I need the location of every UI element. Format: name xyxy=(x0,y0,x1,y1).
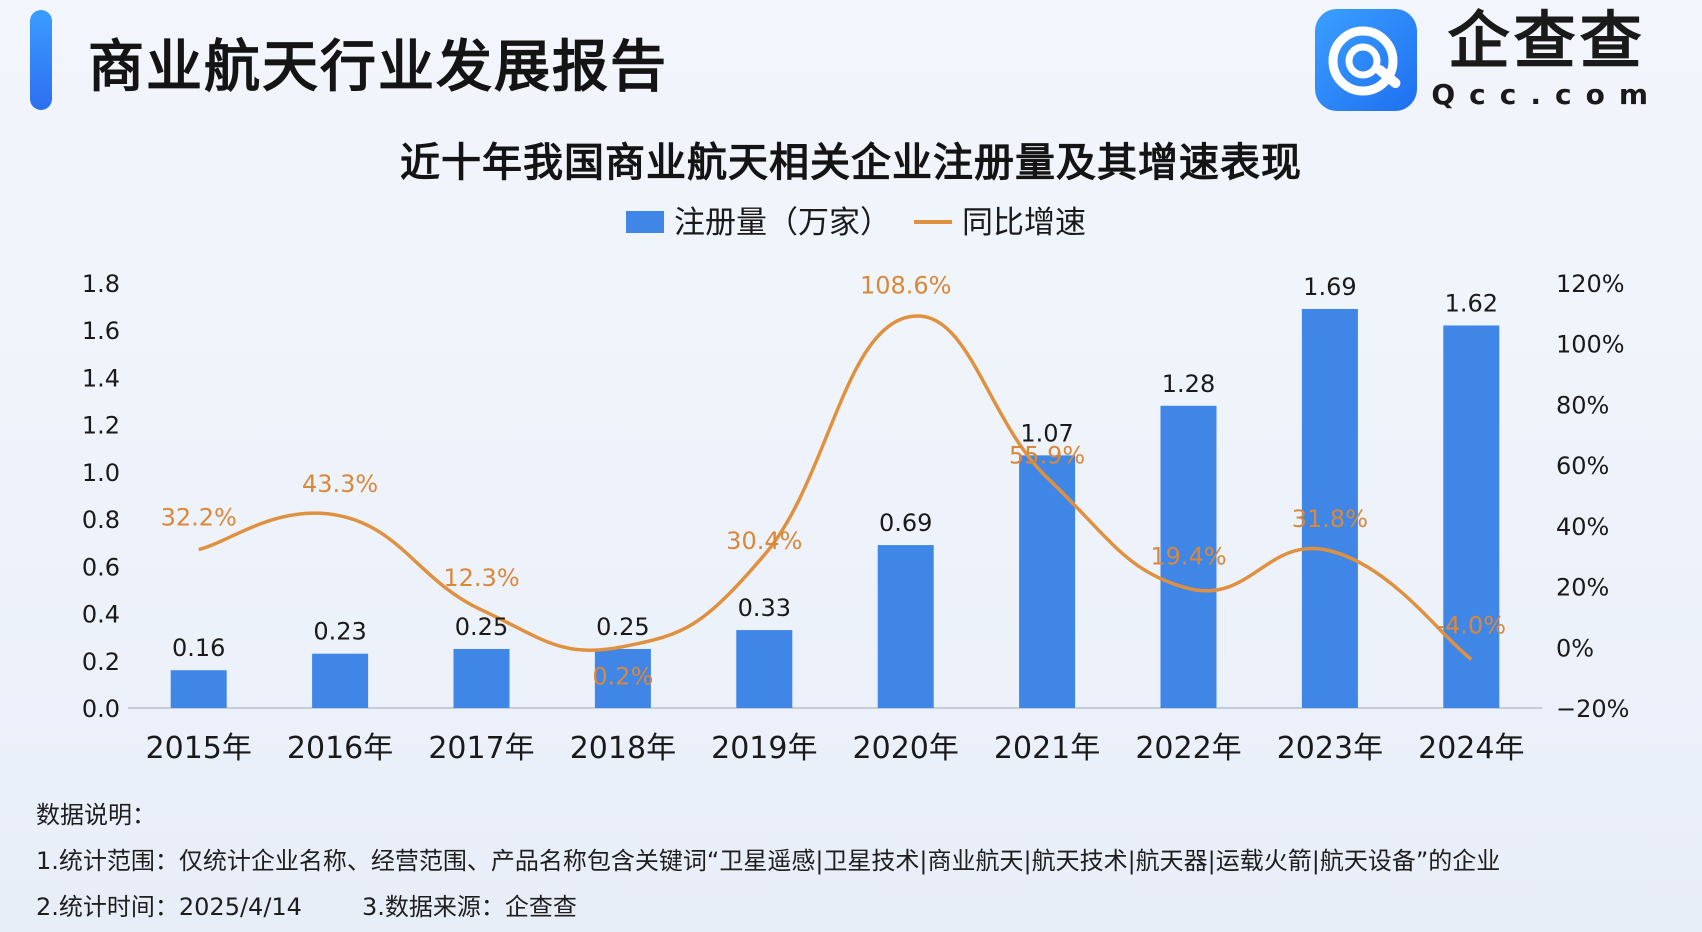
x-tick-label: 2023年 xyxy=(1277,731,1383,766)
y-left-tick-label: 0.6 xyxy=(82,553,120,581)
report-title: 商业航天行业发展报告 xyxy=(88,35,668,100)
growth-value-label: 108.6% xyxy=(860,272,952,300)
bar xyxy=(594,648,651,708)
growth-value-label: 31.8% xyxy=(1292,505,1368,533)
x-tick-label: 2021年 xyxy=(994,731,1100,766)
y-left-tick-label: 1.0 xyxy=(82,459,120,487)
combo-chart: 注册量（万家） 同比增速 0.0 0.2 0.4 0.6 0.8 1.0 1.2 1.4 1.6 1.… xyxy=(82,205,1630,766)
growth-value-label: 43.3% xyxy=(302,470,378,498)
bar xyxy=(1160,405,1217,708)
x-tick-label: 2019年 xyxy=(711,731,817,766)
notes-date: 2.统计时间：2025/4/14 xyxy=(36,893,302,921)
bar-value-label: 1.07 xyxy=(1020,419,1073,447)
bar-value-label: 0.69 xyxy=(879,509,932,537)
bar xyxy=(312,653,369,708)
bar xyxy=(170,670,227,708)
growth-line xyxy=(198,314,1473,661)
x-tick-label: 2024年 xyxy=(1418,731,1524,766)
y-right-tick-label: −20% xyxy=(1556,695,1629,723)
x-tick-label: 2015年 xyxy=(146,731,252,766)
logo-text-cn: 企查查 xyxy=(1447,3,1646,77)
growth-value-label: 30.4% xyxy=(726,527,802,555)
qcc-logo: 企查查 Qcc.com xyxy=(1315,8,1662,112)
y-left-tick-label: 1.6 xyxy=(82,317,120,345)
notes-heading: 数据说明： xyxy=(36,801,156,829)
bar-value-label: 1.28 xyxy=(1162,370,1215,398)
logo-text-en: Qcc.com xyxy=(1431,77,1662,111)
bar xyxy=(1443,325,1500,708)
y-left-tick-label: 1.8 xyxy=(82,270,120,298)
chart-title: 近十年我国商业航天相关企业注册量及其增速表现 xyxy=(400,140,1302,186)
bar-value-label: 0.25 xyxy=(596,613,649,641)
bar xyxy=(1019,455,1076,708)
growth-value-label: 0.2% xyxy=(592,663,653,691)
legend-bar-label: 注册量（万家） xyxy=(674,205,891,241)
y-right-tick-label: 120% xyxy=(1556,270,1625,298)
y-left-tick-label: 0.2 xyxy=(82,648,120,676)
bar-value-label: 0.25 xyxy=(455,613,508,641)
legend-bar-swatch xyxy=(626,211,664,233)
bar-value-label: 1.69 xyxy=(1303,273,1356,301)
growth-value-label: 19.4% xyxy=(1150,542,1226,570)
x-tick-label: 2017年 xyxy=(428,731,534,766)
bar xyxy=(736,630,793,708)
bar xyxy=(453,648,510,708)
bar xyxy=(877,545,934,708)
y-left-tick-label: 1.2 xyxy=(82,412,120,440)
title-accent-bar xyxy=(30,10,52,110)
growth-value-label: 32.2% xyxy=(161,504,237,532)
x-tick-label: 2022年 xyxy=(1135,731,1241,766)
x-tick-label: 2020年 xyxy=(853,731,959,766)
legend-line-label: 同比增速 xyxy=(962,205,1086,241)
y-right-tick-label: 80% xyxy=(1556,391,1609,419)
qcc-logo-icon xyxy=(1315,9,1418,111)
x-tick-label: 2016年 xyxy=(287,731,393,766)
notes-source: 3.数据来源：企查查 xyxy=(361,893,577,921)
bar-value-label: 0.33 xyxy=(738,594,791,622)
bar xyxy=(1301,308,1358,708)
y-right-tick-label: 100% xyxy=(1556,331,1625,359)
notes-scope: 1.统计范围：仅统计企业名称、经营范围、产品名称包含关键词“卫星遥感|卫星技术|… xyxy=(36,847,1501,875)
y-left-tick-label: 0.0 xyxy=(82,695,120,723)
growth-value-label: -4.0% xyxy=(1436,611,1506,639)
y-left-tick-label: 1.4 xyxy=(82,364,120,392)
bar-value-label: 0.23 xyxy=(313,618,366,646)
y-left-tick-label: 0.4 xyxy=(82,601,120,629)
x-tick-label: 2018年 xyxy=(570,731,676,766)
y-left-tick-label: 0.8 xyxy=(82,506,120,534)
growth-value-label: 12.3% xyxy=(443,564,519,592)
bar-value-label: 0.16 xyxy=(172,634,225,662)
y-right-tick-label: 0% xyxy=(1556,634,1594,662)
data-notes: 数据说明： 1.统计范围：仅统计企业名称、经营范围、产品名称包含关键词“卫星遥感… xyxy=(36,792,1500,930)
y-right-tick-label: 60% xyxy=(1556,452,1609,480)
y-right-tick-label: 20% xyxy=(1556,574,1609,602)
y-right-tick-label: 40% xyxy=(1556,513,1609,541)
growth-value-label: 55.9% xyxy=(1009,442,1085,470)
bar-value-label: 1.62 xyxy=(1445,290,1498,318)
